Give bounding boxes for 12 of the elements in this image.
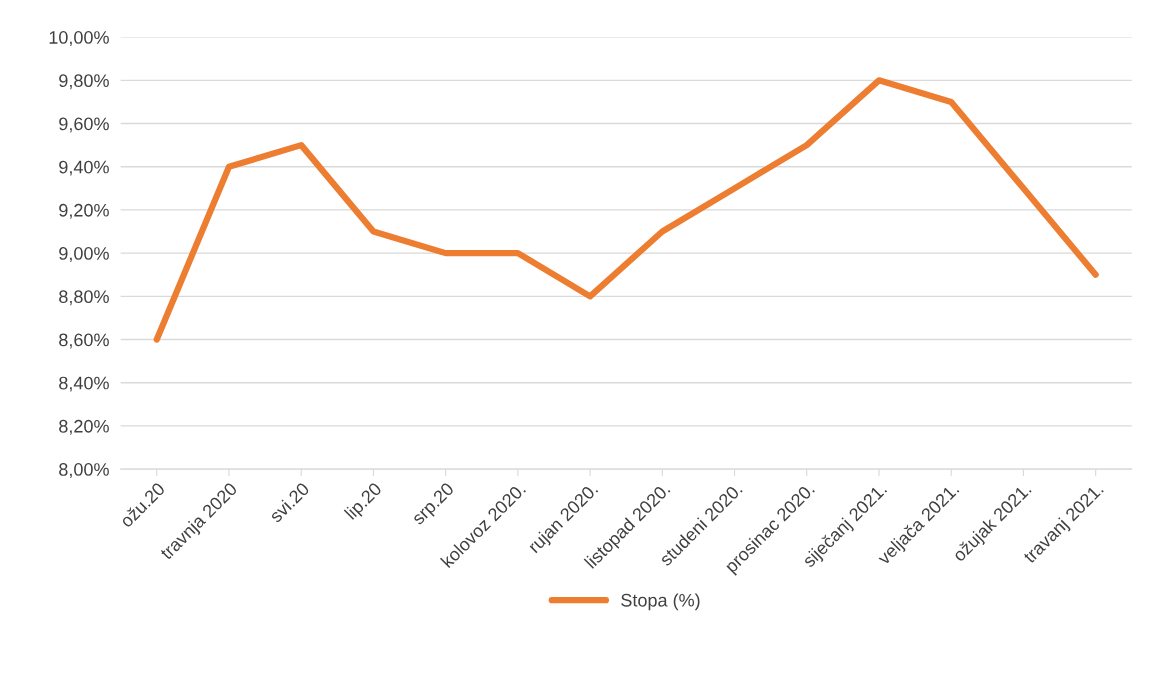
y-tick-label: 8,80% [59, 290, 109, 306]
y-tick-label: 9,20% [59, 203, 109, 219]
y-tick-label: 10,00% [49, 31, 109, 46]
y-tick-label: 8,00% [59, 463, 109, 478]
y-tick-label: 9,00% [59, 247, 109, 262]
y-tick-label: 8,40% [59, 376, 109, 392]
y-tick-label: 8,60% [59, 333, 109, 349]
y-tick-label: 9,40% [59, 160, 109, 176]
y-tick-label: 9,80% [59, 74, 109, 90]
legend-label: Stopa (%) [621, 593, 700, 611]
y-tick-label: 9,60% [59, 117, 109, 133]
y-tick-label: 8,20% [59, 419, 109, 435]
